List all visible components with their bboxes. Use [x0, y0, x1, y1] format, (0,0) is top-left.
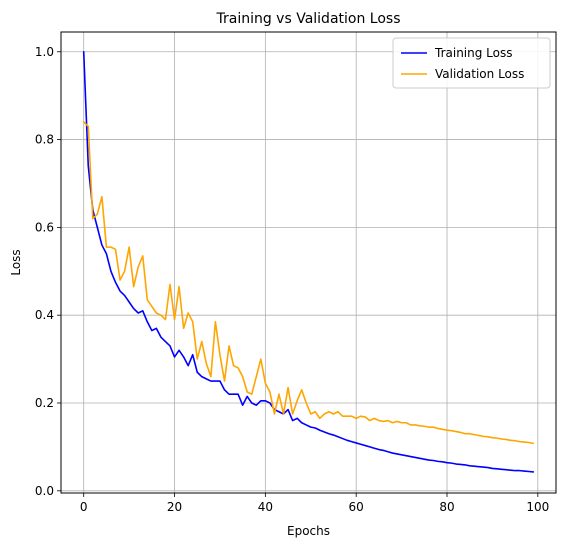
series-line-validation-loss [82, 121, 535, 445]
x-tick-label: 40 [258, 500, 273, 514]
y-tick-label: 1.0 [35, 45, 54, 59]
x-tick-label: 100 [526, 500, 549, 514]
x-axis-label: Epochs [287, 524, 330, 538]
chart-title: Training vs Validation Loss [215, 11, 400, 27]
legend-label-validation-loss: Validation Loss [435, 67, 524, 81]
y-axis-label: Loss [9, 249, 23, 275]
plot-frame [60, 31, 557, 494]
axis-ticks: 0 20 40 60 80 100 0.0 0.2 0.4 0.6 0.8 1.0 [35, 45, 549, 514]
y-tick-label: 0.0 [35, 484, 54, 498]
y-tick-label: 0.4 [35, 308, 54, 322]
legend-box [392, 37, 551, 89]
x-tick-label: 60 [349, 500, 364, 514]
legend-label-training-loss: Training Loss [434, 46, 512, 60]
x-tick-label: 20 [167, 500, 182, 514]
series-line-training-loss [82, 50, 535, 473]
grid [61, 32, 556, 493]
x-tick-label: 80 [439, 500, 454, 514]
y-tick-label: 0.6 [35, 220, 54, 234]
y-tick-label: 0.8 [35, 133, 54, 147]
x-tick-label: 0 [80, 500, 88, 514]
series-lines [82, 50, 535, 473]
legend: Training Loss Validation Loss [392, 37, 551, 89]
y-tick-label: 0.2 [35, 396, 54, 410]
